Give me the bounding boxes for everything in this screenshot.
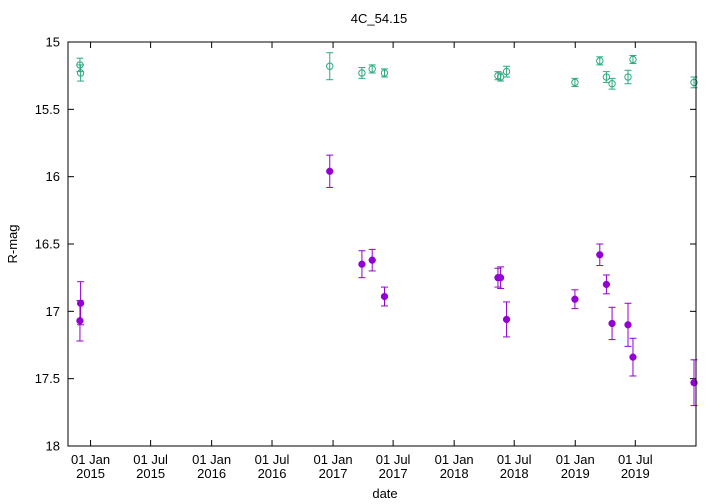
data-point: [76, 69, 85, 77]
x-tick-year: 2017: [319, 466, 348, 481]
x-tick-label: 01 Jul: [618, 452, 653, 467]
x-tick-label: 01 Jul: [376, 452, 411, 467]
data-point: [629, 353, 637, 361]
series-layer: [76, 52, 698, 407]
y-tick-label: 15.5: [35, 102, 60, 117]
plot-frame: [67, 41, 697, 447]
chart-title: 4C_54.15: [351, 11, 407, 26]
x-tick-year: 2015: [76, 466, 105, 481]
y-tick-label: 16: [46, 169, 60, 184]
data-point: [326, 62, 334, 70]
data-point: [380, 292, 389, 301]
y-tick-label: 17: [46, 304, 60, 319]
data-point: [608, 80, 616, 88]
data-point: [76, 317, 84, 325]
x-tick-label: 01 Jan: [192, 452, 231, 467]
x-tick-year: 2016: [258, 466, 287, 481]
data-point: [596, 251, 604, 259]
data-point: [690, 78, 698, 87]
x-tick-label: 01 Jul: [255, 452, 290, 467]
data-point: [624, 73, 632, 81]
x-tick-year: 2016: [197, 466, 226, 481]
data-point: [624, 321, 632, 329]
data-point: [76, 299, 85, 307]
x-tick-label: 01 Jan: [71, 452, 110, 467]
x-tick-label: 01 Jul: [133, 452, 168, 467]
data-point: [571, 295, 579, 303]
data-series-0: [76, 52, 698, 90]
y-axis-label: R-mag: [5, 224, 20, 263]
data-point: [368, 65, 376, 73]
y-tick-label: 17.5: [35, 371, 60, 386]
data-point: [596, 57, 604, 65]
x-tick-year: 2019: [621, 466, 650, 481]
x-tick-year: 2018: [440, 466, 469, 481]
data-point: [629, 55, 637, 64]
x-tick-year: 2018: [500, 466, 529, 481]
data-point: [571, 78, 579, 87]
data-point: [502, 315, 511, 324]
y-tick-label: 18: [46, 439, 60, 454]
data-point: [602, 73, 611, 81]
data-point: [358, 69, 366, 77]
data-point: [358, 260, 366, 268]
data-point: [502, 67, 511, 76]
x-tick-year: 2015: [136, 466, 165, 481]
x-tick-label: 01 Jan: [435, 452, 474, 467]
x-tick-year: 2017: [379, 466, 408, 481]
data-point: [380, 69, 389, 77]
y-tick-label: 15: [46, 35, 60, 50]
x-tick-label: 01 Jan: [314, 452, 353, 467]
data-point: [368, 256, 376, 264]
x-axis-label: date: [372, 486, 397, 501]
data-point: [602, 280, 611, 289]
x-tick-label: 01 Jul: [497, 452, 532, 467]
y-tick-label: 16.5: [35, 237, 60, 252]
data-point: [496, 274, 505, 282]
x-tick-label: 01 Jan: [556, 452, 595, 467]
data-series-1: [76, 154, 698, 407]
data-point: [326, 167, 334, 175]
data-point: [608, 319, 616, 328]
x-tick-year: 2019: [561, 466, 590, 481]
